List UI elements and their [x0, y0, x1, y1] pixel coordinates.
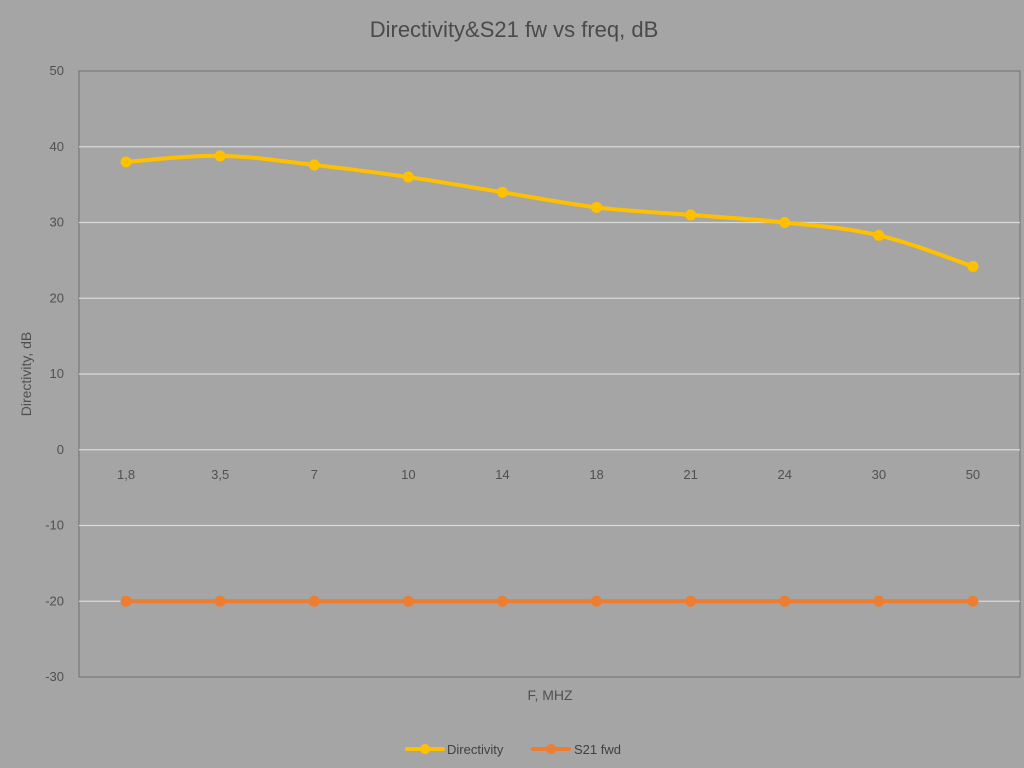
data-point-marker [779, 217, 791, 228]
y-tick-label: 40 [50, 139, 64, 154]
x-tick-label: 21 [683, 467, 697, 482]
y-tick-label: 30 [50, 215, 64, 230]
data-point-marker [685, 209, 697, 221]
y-tick-label: 20 [50, 290, 64, 305]
legend-label: Directivity [447, 742, 504, 757]
x-tick-label: 1,8 [117, 467, 135, 482]
data-point-marker [496, 595, 508, 607]
data-point-marker [967, 260, 979, 272]
data-point-marker [402, 595, 414, 607]
data-point-marker [402, 171, 414, 183]
y-axis-tick-labels: 50 40 30 20 10 0 -10 -20 -30 [45, 63, 64, 684]
x-tick-label: 10 [401, 467, 415, 482]
legend: Directivity S21 fwd [405, 742, 621, 757]
data-point-marker [496, 186, 508, 198]
legend-item: Directivity [405, 742, 504, 757]
data-point-marker [120, 156, 132, 168]
y-tick-label: 10 [50, 366, 64, 381]
x-tick-label: 7 [311, 467, 318, 482]
x-tick-label: 24 [778, 467, 792, 482]
x-axis-tick-labels: 1,8 3,5 7 10 14 18 21 24 30 50 [117, 467, 980, 482]
y-axis-label: Directivity, dB [18, 332, 34, 417]
y-tick-label: -30 [45, 669, 64, 684]
legend-swatch-marker [420, 744, 430, 754]
data-point-marker [308, 595, 320, 607]
series-directivity [120, 150, 979, 272]
x-tick-label: 30 [872, 467, 886, 482]
legend-item: S21 fwd [531, 742, 621, 757]
chart-title: Directivity&S21 fw vs freq, dB [370, 17, 659, 42]
data-point-marker [120, 595, 132, 607]
legend-label: S21 fwd [574, 742, 621, 757]
x-tick-label: 50 [966, 467, 980, 482]
data-point-marker [214, 595, 226, 607]
data-point-marker [214, 150, 226, 162]
data-point-marker [308, 159, 320, 171]
data-point-marker [967, 595, 979, 607]
series-s21-fwd [120, 595, 979, 607]
data-point-marker [779, 595, 791, 607]
x-axis-label: F, MHZ [527, 687, 573, 703]
series-lines [120, 150, 979, 607]
data-point-marker [873, 229, 885, 241]
series-line [124, 153, 975, 269]
data-point-marker [591, 595, 603, 607]
x-tick-label: 14 [495, 467, 509, 482]
data-point-marker [685, 595, 697, 607]
x-tick-label: 3,5 [211, 467, 229, 482]
data-point-marker [873, 595, 885, 607]
y-tick-label: -20 [45, 593, 64, 608]
y-tick-label: 50 [50, 63, 64, 78]
data-point-marker [591, 201, 603, 213]
y-tick-label: 0 [57, 442, 64, 457]
legend-swatch-marker [546, 744, 556, 754]
y-tick-label: -10 [45, 518, 64, 533]
x-tick-label: 18 [589, 467, 603, 482]
